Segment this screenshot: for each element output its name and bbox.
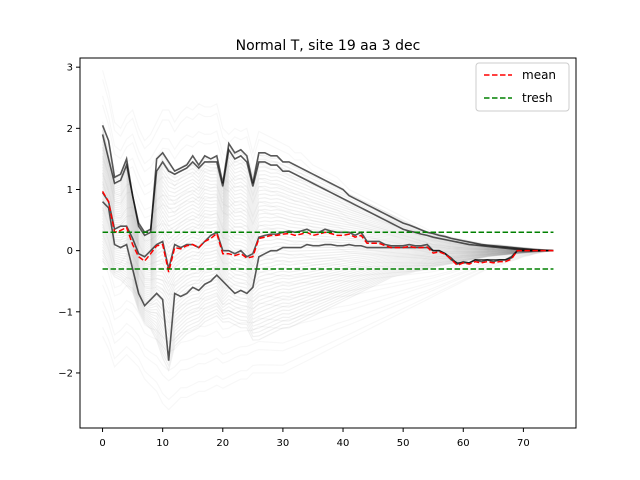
y-tick-label: −2: [58, 368, 73, 379]
y-tick-label: −1: [58, 307, 73, 318]
background-trace: [101, 172, 554, 267]
x-tick-label: 20: [216, 438, 229, 449]
y-tick-label: 3: [67, 63, 73, 74]
background-trace: [101, 183, 554, 274]
y-tick-label: 2: [67, 124, 73, 135]
background-trace: [102, 229, 554, 324]
highlight-trace: [101, 134, 554, 252]
highlight-trace: [101, 201, 554, 361]
background-trace: [102, 249, 554, 359]
background-trace: [101, 161, 554, 260]
y-tick-label: 1: [67, 185, 73, 196]
background-trace: [102, 243, 554, 346]
background-trace: [102, 220, 554, 311]
y-axis: −2 −1 0 1 2 3: [58, 63, 80, 379]
legend-label-tresh: tresh: [522, 91, 553, 105]
background-trace: [102, 250, 554, 368]
background-trace: [102, 237, 554, 337]
background-trace: [101, 206, 554, 290]
x-tick-label: 30: [277, 438, 290, 449]
y-tick-label: 0: [67, 246, 73, 257]
x-tick-label: 50: [397, 438, 410, 449]
background-trace: [101, 158, 554, 258]
x-tick-label: 40: [337, 438, 350, 449]
background-trace: [102, 232, 554, 328]
x-tick-label: 70: [517, 438, 530, 449]
plot-frame: [79, 57, 577, 429]
series-layer: [101, 190, 554, 273]
background-trace: [101, 163, 554, 262]
background-trace: [102, 235, 554, 333]
highlight-trace: [101, 192, 554, 270]
background-trace: [102, 215, 554, 302]
chart-title: Normal T, site 19 aa 3 dec: [236, 38, 421, 54]
background-trace: [102, 249, 554, 355]
background-trace: [102, 240, 554, 342]
background-trace: [102, 226, 554, 320]
x-tick-label: 10: [156, 438, 169, 449]
background-trace: [101, 181, 554, 273]
series-mean-line: [101, 190, 554, 273]
background-trace: [101, 209, 554, 293]
background-trace: [101, 189, 554, 278]
legend-label-mean: mean: [522, 68, 556, 82]
legend-box: [475, 62, 570, 112]
background-trace: [101, 169, 554, 265]
background-trace: [102, 250, 554, 372]
highlight-trace: [101, 124, 554, 252]
x-tick-label: 0: [99, 438, 105, 449]
background-trace: [102, 246, 554, 350]
legend: mean tresh: [475, 62, 570, 112]
x-tick-label: 60: [457, 438, 470, 449]
background-trace: [101, 212, 554, 298]
background-trace: [101, 166, 554, 263]
background-trace: [101, 198, 554, 284]
x-axis: 0 10 20 30 40 50 60 70: [99, 428, 530, 449]
background-trace: [101, 195, 554, 282]
background-trace: [101, 200, 554, 286]
background-trace: [101, 178, 554, 271]
background-traces: [101, 124, 554, 372]
background-trace: [102, 250, 554, 364]
